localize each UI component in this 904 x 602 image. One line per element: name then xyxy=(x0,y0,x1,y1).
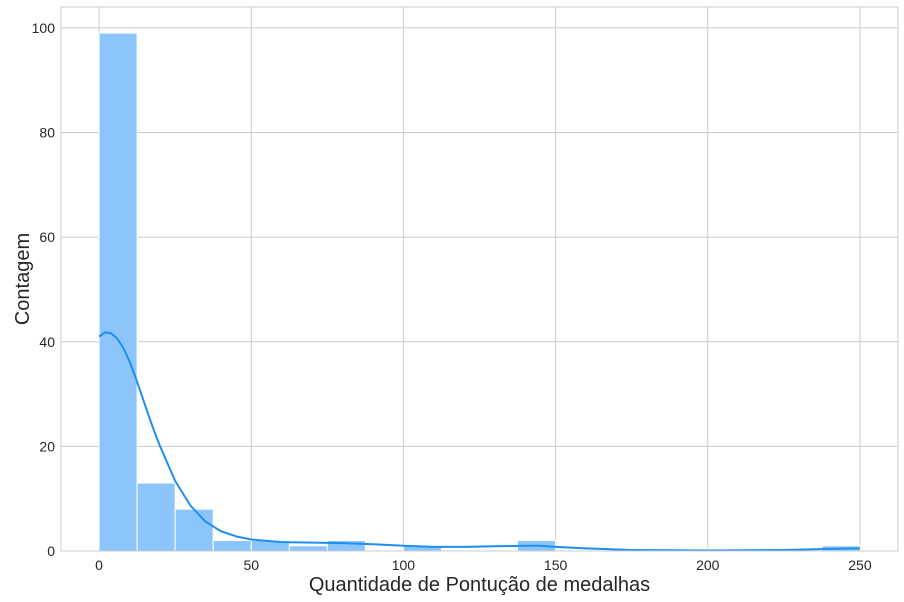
y-axis-label: Contagem xyxy=(12,233,34,325)
x-axis-label: Quantidade de Pontução de medalhas xyxy=(309,574,650,596)
histogram-bar xyxy=(288,545,328,552)
x-tick-labels: 0 50 100 150 200 250 xyxy=(95,557,872,573)
x-tick-label: 150 xyxy=(544,557,568,573)
histogram-bar xyxy=(212,540,252,552)
x-tick-label: 50 xyxy=(243,557,259,573)
histogram-bars xyxy=(98,32,861,552)
histogram-bar xyxy=(98,32,138,552)
kde-curve-group xyxy=(98,331,860,552)
y-tick-label: 40 xyxy=(39,334,55,350)
x-tick-label: 100 xyxy=(392,557,416,573)
plot-area xyxy=(61,7,898,551)
x-tick-label: 0 xyxy=(95,557,103,573)
y-tick-label: 0 xyxy=(47,543,55,559)
axes-border xyxy=(60,6,899,552)
kde-line xyxy=(98,331,860,552)
y-tick-labels: 0 20 40 60 80 100 xyxy=(32,20,56,559)
y-tick-label: 80 xyxy=(39,125,55,141)
plot-frame xyxy=(60,6,899,552)
x-tick-label: 250 xyxy=(848,557,872,573)
y-tick-label: 60 xyxy=(39,229,55,245)
histogram-bar xyxy=(174,508,214,552)
histogram-bar xyxy=(136,482,176,552)
x-tick-label: 200 xyxy=(696,557,720,573)
y-tick-label: 100 xyxy=(32,20,56,36)
y-tick-label: 20 xyxy=(39,438,55,454)
